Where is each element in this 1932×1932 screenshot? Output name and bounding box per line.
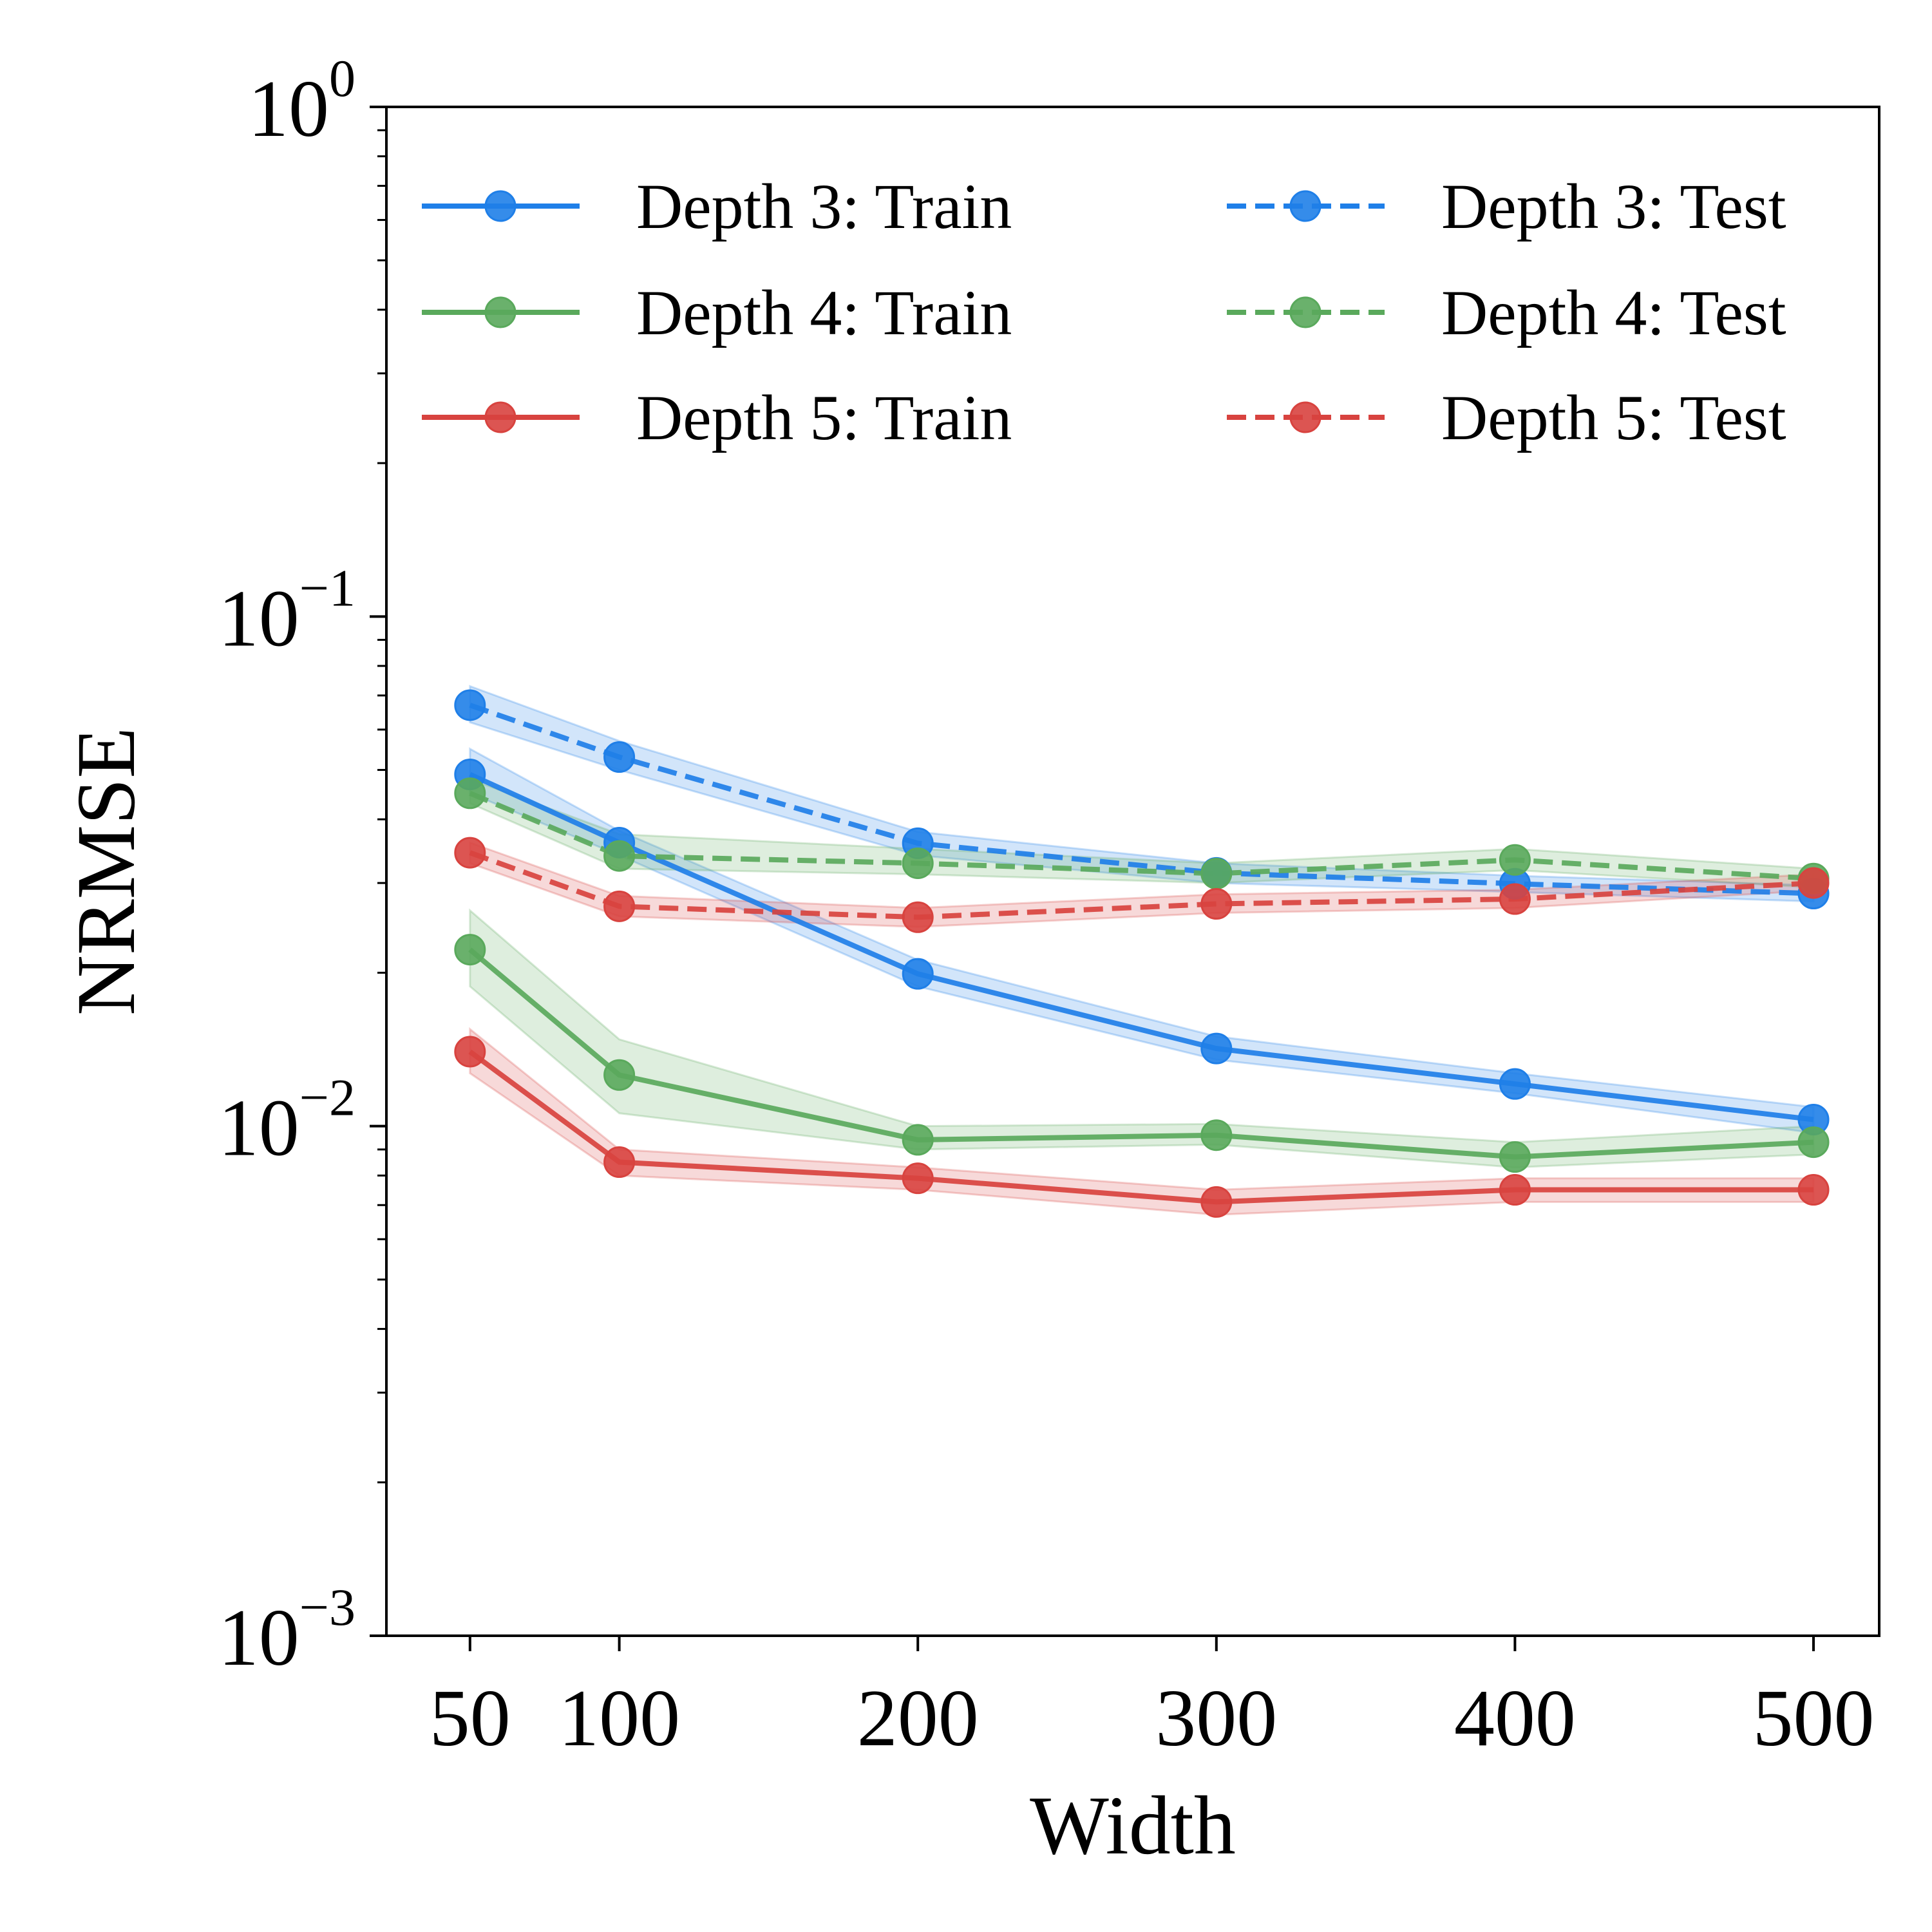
legend-marker-depth-3-train — [484, 190, 516, 222]
legend-marker-depth-5-test — [1289, 401, 1321, 433]
point-depth-5-train — [1499, 1174, 1531, 1206]
point-depth-4-test — [454, 777, 486, 810]
legend-marker-depth-5-train — [484, 401, 516, 433]
point-depth-3-train — [1200, 1032, 1233, 1065]
axes-frame — [385, 106, 1880, 1637]
legend-label-depth-4-train: Depth 4: Train — [636, 277, 1012, 348]
legend-label-depth-5-train: Depth 5: Train — [636, 382, 1012, 453]
point-depth-5-train — [603, 1146, 636, 1179]
point-depth-5-train — [1797, 1174, 1830, 1206]
point-depth-3-test — [603, 741, 636, 773]
point-depth-4-train — [1797, 1126, 1830, 1159]
series-markers — [454, 689, 1830, 1218]
x-tick-label: 300 — [1155, 1674, 1277, 1763]
point-depth-4-test — [902, 847, 934, 879]
y-tick-label: 10−3 — [218, 1578, 355, 1683]
point-depth-5-test — [1499, 883, 1531, 915]
point-depth-5-test — [1797, 867, 1830, 899]
legend-label-depth-4-test: Depth 4: Test — [1441, 277, 1786, 348]
point-depth-5-test — [902, 901, 934, 933]
point-depth-5-train — [454, 1036, 486, 1068]
x-axis-label: Width — [1030, 1779, 1236, 1872]
line-depth-5-test — [469, 850, 1814, 920]
line-depth-3-test — [469, 703, 1814, 896]
x-tick-label: 400 — [1454, 1674, 1576, 1763]
point-depth-4-train — [902, 1124, 934, 1156]
point-depth-5-test — [603, 890, 636, 922]
point-depth-4-test — [1499, 844, 1531, 876]
legend: Depth 3: Train Depth 4: Train Depth 5: Tra… — [422, 171, 1786, 453]
y-tick-label: 10−1 — [218, 558, 355, 663]
point-depth-3-test — [454, 689, 486, 721]
y-axis-label: NRMSE — [60, 727, 153, 1016]
x-axis-ticks: 50 100 200 300 400 500 — [430, 1636, 1875, 1763]
point-depth-5-test — [454, 837, 486, 869]
point-depth-4-train — [1200, 1119, 1233, 1151]
point-depth-3-train — [902, 958, 934, 990]
point-depth-4-train — [603, 1059, 636, 1091]
point-depth-4-test — [603, 840, 636, 872]
legend-marker-depth-4-train — [484, 296, 516, 328]
y-tick-label: 100 — [248, 49, 355, 154]
legend-marker-depth-4-test — [1289, 296, 1321, 328]
point-depth-4-test — [1200, 858, 1233, 890]
point-depth-4-train — [1499, 1141, 1531, 1173]
legend-marker-depth-3-test — [1289, 190, 1321, 222]
line-depth-4-train — [468, 947, 1814, 1160]
line-depth-4-test — [469, 791, 1814, 882]
legend-label-depth-3-test: Depth 3: Test — [1441, 171, 1786, 242]
point-depth-3-train — [1499, 1068, 1531, 1100]
y-tick-label: 10−2 — [218, 1068, 355, 1173]
x-tick-label: 100 — [558, 1674, 680, 1763]
line-depth-5-train — [468, 1049, 1814, 1205]
x-tick-label: 50 — [430, 1674, 511, 1763]
point-depth-5-train — [1200, 1186, 1233, 1218]
legend-label-depth-5-test: Depth 5: Test — [1441, 382, 1786, 453]
point-depth-5-train — [902, 1162, 934, 1195]
x-tick-label: 500 — [1753, 1674, 1875, 1763]
series-lines — [468, 703, 1814, 1205]
point-depth-4-train — [454, 934, 486, 966]
legend-label-depth-3-train: Depth 3: Train — [636, 171, 1012, 242]
point-depth-5-test — [1200, 888, 1233, 920]
x-tick-label: 200 — [857, 1674, 979, 1763]
y-axis-ticks: 10−3 10−2 10−1 100 — [218, 49, 386, 1683]
line-depth-3-train — [469, 772, 1814, 1122]
